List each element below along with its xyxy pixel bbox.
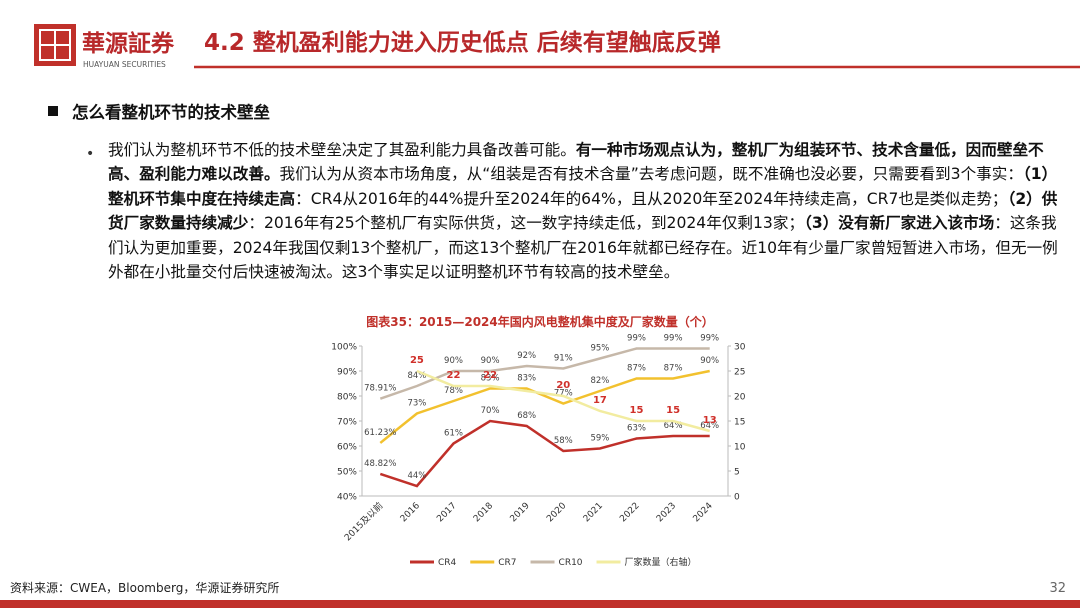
- data-label: 90%: [700, 356, 719, 366]
- y2-tick-label: 25: [734, 368, 745, 378]
- x-tick-label: 2019: [509, 501, 532, 524]
- y-tick-label: 90%: [337, 368, 357, 378]
- bullet: •: [86, 146, 94, 162]
- data-label: 87%: [627, 364, 646, 374]
- data-label: 59%: [590, 434, 609, 444]
- data-label: 87%: [664, 364, 683, 374]
- data-label: 64%: [700, 421, 719, 431]
- legend-label: CR7: [498, 558, 516, 568]
- chart-title: 图表35：2015—2024年国内风电整机集中度及厂家数量（个）: [366, 314, 714, 329]
- data-label: 22: [483, 370, 497, 381]
- data-label: 91%: [554, 354, 573, 364]
- data-label: 64%: [664, 421, 683, 431]
- y2-tick-label: 0: [734, 493, 740, 503]
- y-tick-label: 100%: [331, 343, 357, 353]
- data-label: 77%: [554, 389, 573, 399]
- page-number: 32: [1049, 581, 1066, 596]
- data-label: 92%: [517, 351, 536, 361]
- x-tick-label: 2017: [435, 501, 458, 524]
- y2-tick-label: 15: [734, 418, 745, 428]
- text-run: ：CR4从2016年的44%提升至2024年的64%，且从2020年至2024年…: [295, 189, 1008, 208]
- x-tick-label: 2021: [582, 501, 605, 524]
- data-label: 82%: [590, 376, 609, 386]
- page-title: 4.2 整机盈利能力进入历史低点 后续有望触底反弹: [204, 29, 721, 56]
- y-tick-label: 70%: [337, 418, 357, 428]
- data-label: 15: [666, 405, 680, 416]
- data-label: 73%: [407, 399, 426, 409]
- x-tick-label: 2022: [618, 501, 641, 524]
- data-label: 63%: [627, 424, 646, 434]
- legend-label: 厂家数量（右轴）: [625, 556, 697, 568]
- legend-label: CR10: [559, 558, 583, 568]
- x-tick-label: 2016: [399, 501, 422, 524]
- data-label: 90%: [444, 356, 463, 366]
- text-run: 我们认为从资本市场角度，从“组装是否有技术含量”去考虑问题，既不准确也没必要，只…: [279, 165, 1023, 184]
- logo-name: 華源証券: [82, 30, 175, 57]
- section-heading: 怎么看整机环节的技术壁垒: [72, 102, 270, 122]
- y2-tick-label: 5: [734, 468, 740, 478]
- text-run: 有一种市场观点认为，整机厂为组装环节、技术含量低，因而壁垒不高、盈利能力难以改善…: [108, 141, 1044, 184]
- data-label: 99%: [664, 334, 683, 344]
- data-label: 17: [593, 395, 607, 406]
- paragraph: 我们认为整机环节不低的技术壁垒决定了其盈利能力具备改善可能。有一种市场观点认为，…: [108, 138, 1066, 284]
- data-label: 25: [410, 355, 424, 366]
- y-tick-label: 50%: [337, 468, 357, 478]
- data-label: 44%: [407, 471, 426, 481]
- text-run: （2）供货厂家数量持续减少: [108, 189, 1058, 233]
- text-run: （3）没有新厂家进入该市场: [804, 214, 995, 233]
- series-line: [379, 419, 710, 488]
- series-line: [379, 369, 710, 444]
- data-label: 78.91%: [364, 384, 396, 394]
- series-line: [379, 347, 710, 400]
- data-label: 20: [556, 380, 570, 391]
- x-tick-label: 2018: [472, 501, 495, 524]
- data-label: 61.23%: [364, 428, 396, 438]
- data-label: 78%: [444, 386, 463, 396]
- text-run: ：2016年有25个整机厂有实际供货，这一数字持续走低，到2024年仅剩13家；: [248, 214, 805, 233]
- heading-bullet: [48, 106, 58, 116]
- data-label: 83%: [517, 374, 536, 384]
- data-label: 99%: [627, 334, 646, 344]
- data-label: 48.82%: [364, 459, 396, 469]
- y-tick-label: 80%: [337, 393, 357, 403]
- data-label: 68%: [517, 411, 536, 421]
- data-label: 95%: [590, 344, 609, 354]
- data-label: 99%: [700, 334, 719, 344]
- data-label: 61%: [444, 429, 463, 439]
- y-tick-label: 40%: [337, 493, 357, 503]
- text-run: ：这条我们认为更加重要，2024年我国仅剩13个整机厂，而这13个整机厂在201…: [108, 214, 1058, 282]
- data-label: 13: [703, 415, 717, 426]
- logo-en: HUAYUAN SECURITIES: [83, 60, 166, 69]
- x-tick-label: 2020: [545, 501, 568, 524]
- y2-tick-label: 10: [734, 443, 746, 453]
- x-tick-label: 2023: [655, 501, 678, 524]
- y2-tick-label: 20: [734, 393, 746, 403]
- x-tick-label: 2024: [692, 501, 715, 524]
- chart: 图表35：2015—2024年国内风电整机集中度及厂家数量（个） 40% 50% 6…: [331, 314, 746, 568]
- legend-label: CR4: [438, 558, 457, 568]
- text-run: （1）整机环节集中度在持续走高: [108, 165, 1058, 208]
- text-run: 我们认为整机环节不低的技术壁垒决定了其盈利能力具备改善可能。: [108, 141, 576, 159]
- series-line: [416, 369, 711, 433]
- data-label: 15: [630, 405, 644, 416]
- data-label: 70%: [481, 406, 500, 416]
- source: 资料来源：CWEA，Bloomberg，华源证券研究所: [10, 580, 279, 595]
- data-label: 90%: [481, 356, 500, 366]
- y2-tick-label: 30: [734, 343, 746, 353]
- x-tick-label: 2015及以前: [342, 500, 386, 544]
- data-label: 84%: [407, 371, 426, 381]
- data-label: 22: [447, 370, 461, 381]
- data-label: 83%: [481, 374, 500, 384]
- footer-bar: [0, 600, 1080, 608]
- data-label: 58%: [554, 436, 573, 446]
- y-tick-label: 60%: [337, 443, 357, 453]
